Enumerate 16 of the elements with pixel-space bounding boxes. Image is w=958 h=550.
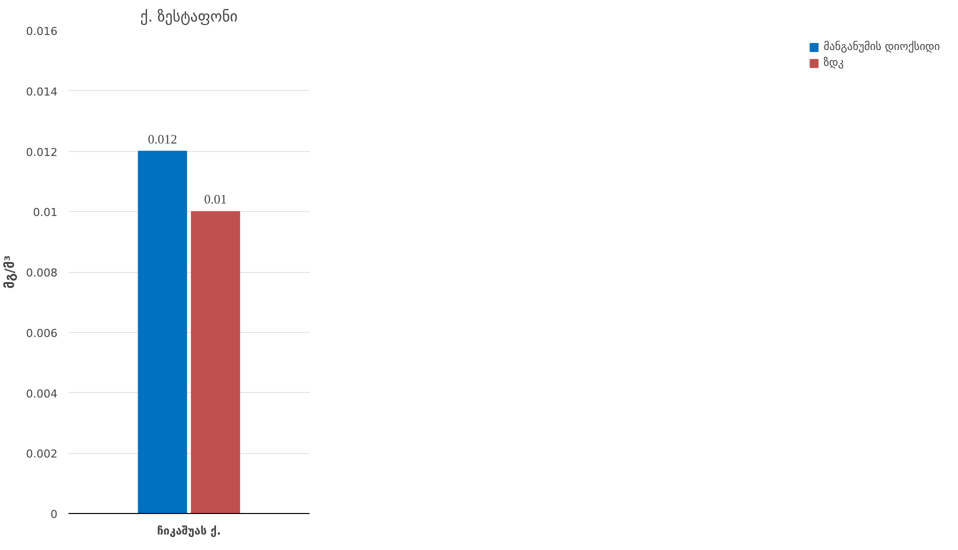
legend-label: მანგანუმის დიოქსიდი	[824, 40, 940, 53]
y-axis-title: მგ/მ³	[3, 255, 18, 289]
y-tick-label: 0.014	[26, 85, 58, 98]
legend-label: ზდკ	[824, 56, 844, 69]
data-label: 0.012	[148, 131, 178, 146]
y-tick-label: 0.006	[26, 326, 58, 340]
x-tick-label: ჩიკაშუას ქ.	[157, 524, 221, 538]
y-tick-label: 0.008	[26, 266, 58, 280]
chart-title: ქ. ზესტაფონი	[140, 8, 238, 26]
y-tick-label: 0	[50, 508, 58, 521]
y-tick-label: 0.004	[26, 387, 58, 400]
y-tick-label: 0.012	[26, 146, 58, 159]
y-tick-label: 0.002	[26, 448, 58, 461]
y-tick-label: 0.016	[26, 25, 58, 38]
y-tick-label: 0.01	[33, 206, 58, 220]
data-label: 0.01	[204, 192, 227, 207]
